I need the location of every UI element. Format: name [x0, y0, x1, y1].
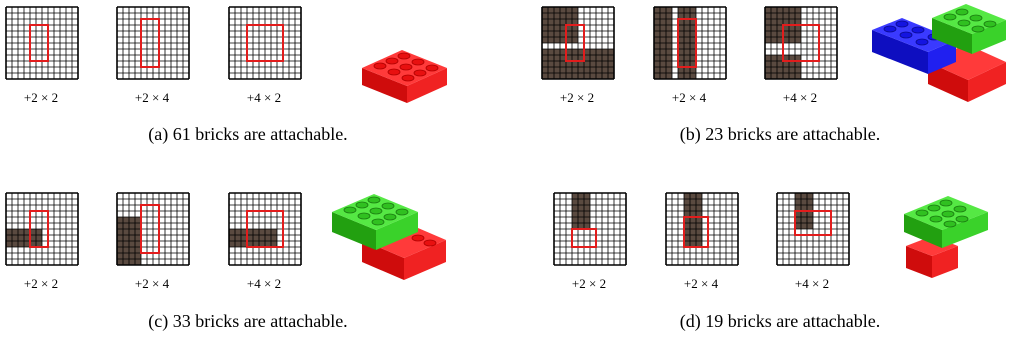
grid-label: +2 × 2 [559, 90, 595, 105]
candidate-brick-outline [782, 24, 820, 62]
candidate-brick-outline [571, 228, 597, 248]
candidate-brick-outline [246, 24, 284, 62]
brick-render [898, 186, 993, 286]
occupancy-grid [553, 192, 627, 266]
candidate-brick-outline [29, 210, 49, 248]
brick-render [328, 186, 453, 286]
occupancy-grid [776, 192, 850, 266]
subfigure-caption: (b) 23 bricks are attachable. [679, 124, 881, 144]
grid-label: +2 × 2 [23, 90, 59, 105]
occupancy-grid [116, 192, 190, 266]
candidate-brick-outline [683, 216, 709, 248]
grid-label: +2 × 4 [671, 90, 707, 105]
candidate-brick-outline [140, 18, 160, 68]
grid-label: +4 × 2 [782, 90, 818, 105]
subfigure-caption: (a) 61 bricks are attachable. [148, 124, 348, 144]
occupancy-grid [116, 6, 190, 80]
candidate-brick-outline [140, 204, 160, 254]
occupancy-grid [665, 192, 739, 266]
grid-label: +2 × 2 [571, 276, 607, 291]
occupancy-grid [653, 6, 727, 80]
occupied-region [684, 193, 702, 247]
occupancy-grid [228, 6, 302, 80]
grid-label: +4 × 2 [246, 90, 282, 105]
grid-label: +2 × 4 [683, 276, 719, 291]
brick-render [352, 28, 452, 108]
occupancy-grid [541, 6, 615, 80]
occupancy-grid [5, 6, 79, 80]
occupancy-grid [228, 192, 302, 266]
candidate-brick-outline [565, 24, 585, 62]
grid-label: +2 × 4 [134, 276, 170, 291]
occupancy-grid [764, 6, 838, 80]
occupancy-grid [5, 192, 79, 266]
grid-label: +4 × 2 [794, 276, 830, 291]
subfigure-caption: (c) 33 bricks are attachable. [148, 311, 348, 331]
candidate-brick-outline [794, 210, 832, 236]
grid-label: +2 × 2 [23, 276, 59, 291]
subfigure-caption: (d) 19 bricks are attachable. [679, 311, 881, 331]
brick-render [868, 0, 1008, 105]
candidate-brick-outline [677, 18, 697, 68]
grid-label: +2 × 4 [134, 90, 170, 105]
candidate-brick-outline [29, 24, 49, 62]
candidate-brick-outline [246, 210, 284, 248]
grid-label: +4 × 2 [246, 276, 282, 291]
